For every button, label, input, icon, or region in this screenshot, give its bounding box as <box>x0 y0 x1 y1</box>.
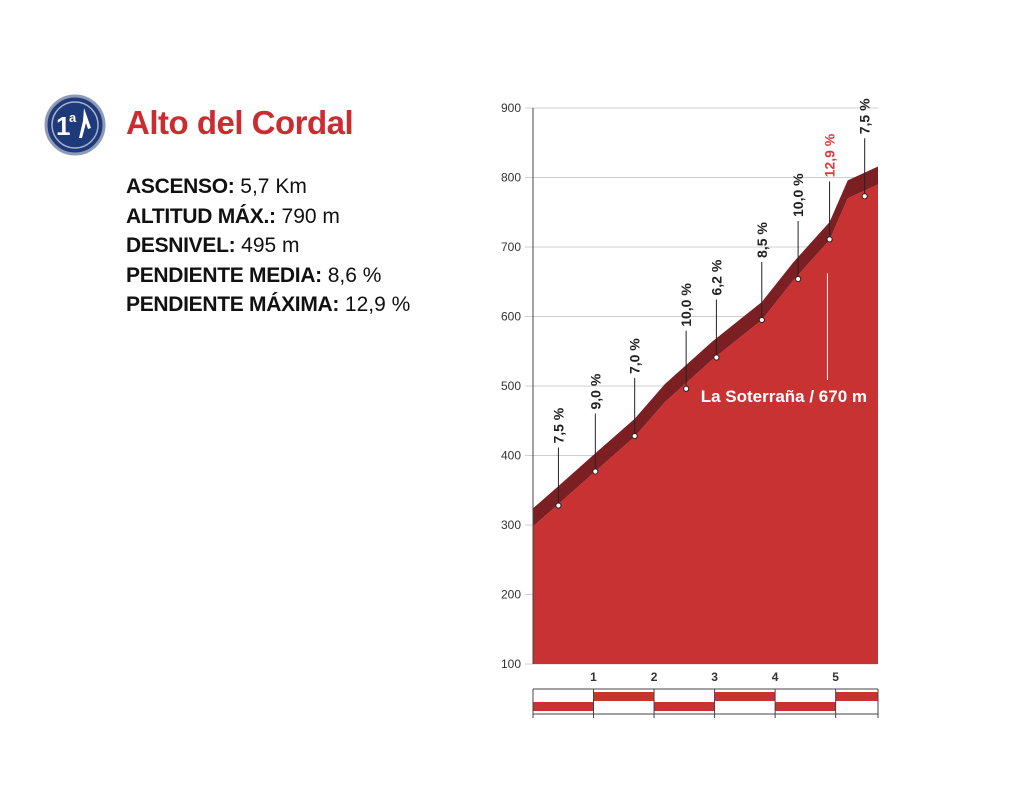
stat-label: ASCENSO: <box>126 175 235 198</box>
stat-label: DESNIVEL: <box>126 234 236 257</box>
grade-label: 10,0 % <box>790 173 806 217</box>
annotation-label: La Soterraña / 670 m <box>701 387 867 406</box>
y-tick-label: 400 <box>501 449 521 463</box>
grade-label: 6,2 % <box>708 259 724 295</box>
y-tick-label: 900 <box>501 101 521 115</box>
stat-value: 790 m <box>275 204 340 228</box>
grade-point <box>758 316 765 324</box>
category-number: 1 <box>56 111 70 141</box>
km-strip-segment <box>593 692 655 701</box>
grade-label: 7,5 % <box>857 98 873 134</box>
stat-row: DESNIVEL: 495 m <box>126 231 410 261</box>
x-tick-label: 5 <box>832 670 839 684</box>
grade-point <box>826 236 833 243</box>
stat-row: PENDIENTE MEDIA: 8,6 % <box>126 261 410 291</box>
grade-point <box>631 432 638 440</box>
grade-point <box>713 354 720 361</box>
y-tick-label: 300 <box>501 518 521 532</box>
profile-edge-band <box>533 166 878 527</box>
stat-value: 5,7 Km <box>234 175 307 198</box>
x-tick-label: 2 <box>651 670 658 684</box>
stat-value: 12,9 % <box>339 293 411 316</box>
stat-label: ALTITUD MÁX.: <box>126 204 276 228</box>
grade-point <box>683 385 690 392</box>
y-tick-label: 700 <box>501 240 521 254</box>
grade-point <box>795 275 802 283</box>
grade-label: 8,5 % <box>754 222 770 258</box>
grade-label: 9,0 % <box>587 373 603 409</box>
grade-label: 12,9 % <box>822 133 838 177</box>
x-tick-label: 4 <box>772 670 779 684</box>
grade-label: 7,0 % <box>627 338 643 374</box>
x-tick-label: 1 <box>590 670 597 684</box>
category-badge-icon: 1 a <box>44 94 106 156</box>
grade-point <box>861 193 868 200</box>
y-tick-label: 800 <box>501 171 521 185</box>
km-strip-segment <box>654 702 715 711</box>
y-tick-label: 200 <box>501 588 521 602</box>
stat-label: PENDIENTE MEDIA: <box>126 263 322 287</box>
km-strip-segment <box>533 702 594 711</box>
y-tick-label: 500 <box>501 379 521 393</box>
climb-title: Alto del Cordal <box>126 104 354 141</box>
stat-value: 495 m <box>235 234 300 257</box>
stat-row: ASCENSO: 5,7 Km <box>126 172 410 202</box>
grade-label: 7,5 % <box>550 407 566 443</box>
y-tick-label: 100 <box>501 657 521 671</box>
km-strip-segment <box>835 692 878 701</box>
profile-area <box>533 184 878 664</box>
grade-point <box>555 502 562 509</box>
stat-row: PENDIENTE MÁXIMA: 12,9 % <box>126 290 410 320</box>
stat-value: 8,6 % <box>321 263 382 287</box>
y-tick-label: 600 <box>501 310 521 324</box>
climb-stats: ASCENSO: 5,7 Km ALTITUD MÁX.: 790 m DESNIV… <box>126 172 410 320</box>
grade-label: 10,0 % <box>678 283 694 327</box>
x-tick-label: 3 <box>711 670 718 684</box>
stat-label: PENDIENTE MÁXIMA: <box>126 293 340 316</box>
category-suffix: a <box>69 110 77 125</box>
km-strip-segment <box>714 692 776 701</box>
grade-point <box>592 468 599 475</box>
stat-row: ALTITUD MÁX.: 790 m <box>126 202 410 232</box>
km-strip-segment <box>775 702 836 711</box>
